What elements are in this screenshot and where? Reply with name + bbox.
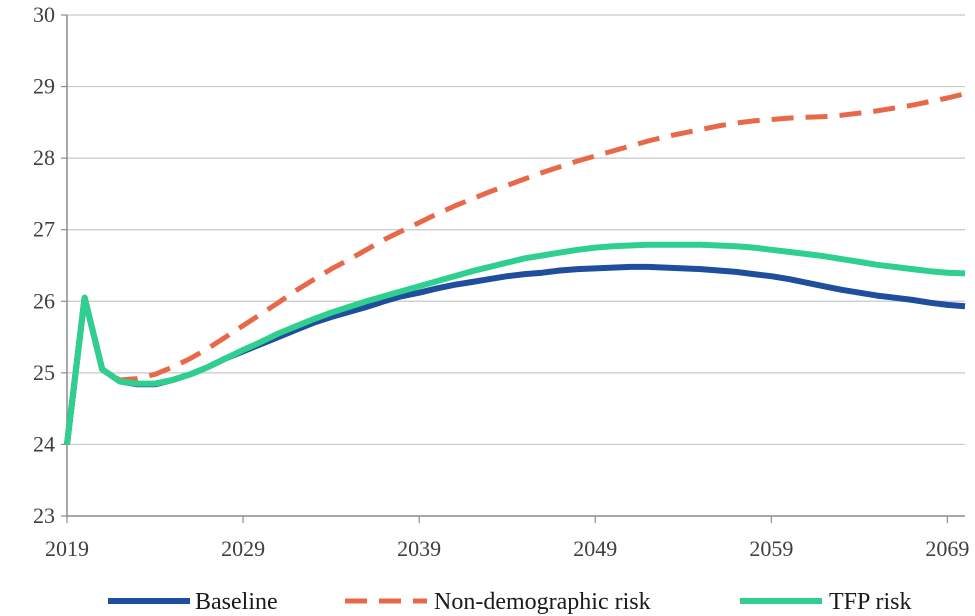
x-tick-label: 2069 [925,536,969,561]
x-tick-label: 2049 [573,536,617,561]
series-line-non-demographic-risk [64,91,966,445]
axes [66,15,965,517]
y-tick-label: 28 [33,145,55,170]
x-tick-label: 2029 [221,536,265,561]
y-tick-labels: 23 24 25 26 27 28 29 30 [33,2,67,528]
y-tick-label: 26 [33,288,55,313]
y-tick-label: 24 [33,431,55,456]
legend: Baseline Non-demographic risk TFP risk [108,589,911,615]
legend-label-tfp-risk: TFP risk [829,589,911,615]
y-tick-label: 29 [33,74,55,99]
legend-label-non-demographic-risk: Non-demographic risk [434,589,651,615]
y-tick-label: 27 [33,217,55,242]
y-tick-label: 23 [33,503,55,528]
y-tick-label: 30 [33,2,55,27]
series-line-baseline [64,263,966,445]
x-tick-label: 2019 [45,536,89,561]
series-line-tfp-risk [64,241,966,445]
x-tick-label: 2059 [749,536,793,561]
y-tick-label: 25 [33,360,55,385]
legend-label-baseline: Baseline [195,589,278,615]
x-tick-labels: 2019 2029 2039 2049 2059 2069 [45,516,969,561]
x-tick-label: 2039 [397,536,441,561]
series-lines [64,91,966,445]
gridlines [67,14,965,446]
